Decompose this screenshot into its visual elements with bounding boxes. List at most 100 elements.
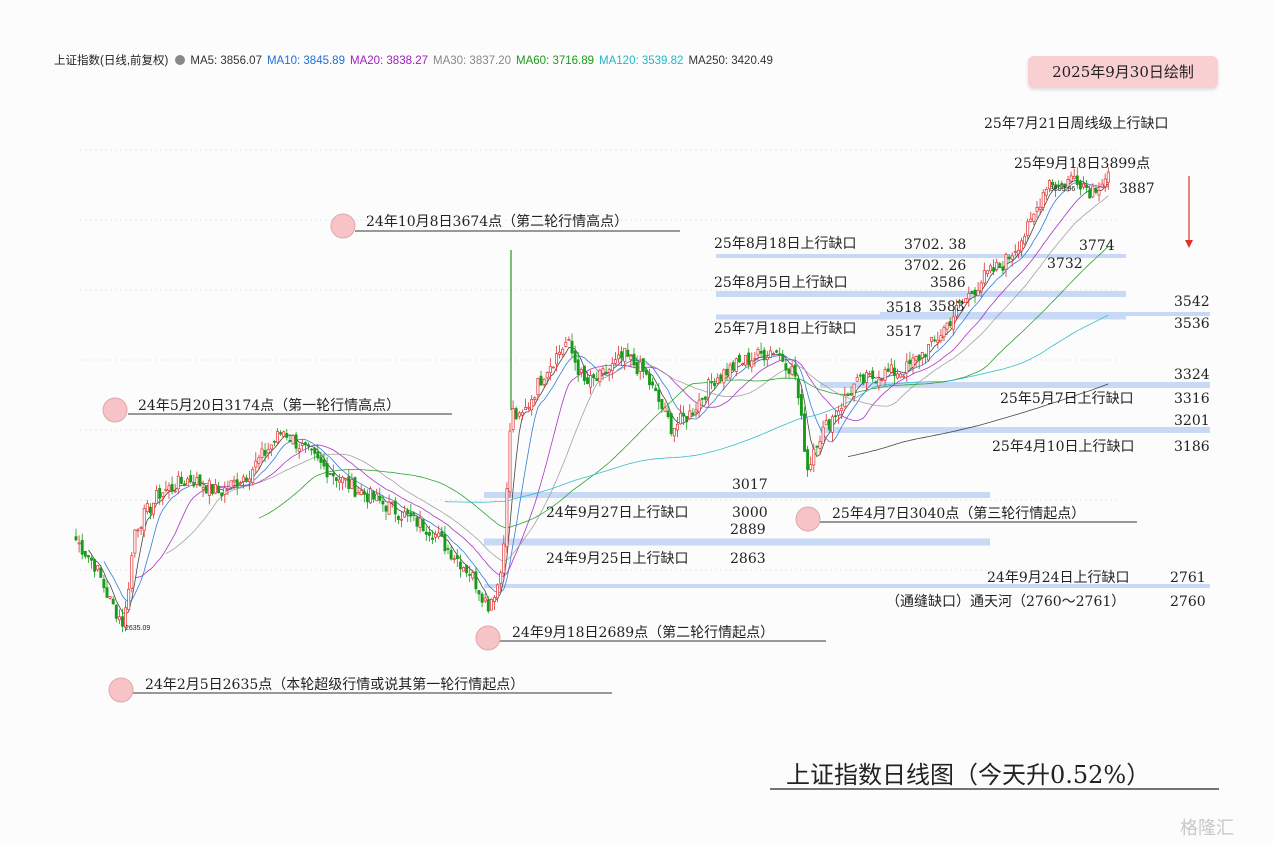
ma250-line bbox=[847, 383, 1109, 457]
candle-body bbox=[248, 478, 252, 483]
candle-body bbox=[496, 584, 500, 599]
gear-icon[interactable] bbox=[175, 55, 186, 65]
candle-body bbox=[923, 354, 927, 358]
candle-body bbox=[1038, 206, 1042, 210]
candle-body bbox=[976, 290, 980, 297]
candle-body bbox=[899, 373, 903, 378]
gap-band bbox=[716, 314, 1126, 320]
candle-body bbox=[173, 490, 177, 493]
candle-body bbox=[235, 479, 239, 487]
candle-body bbox=[375, 493, 379, 502]
candle-body bbox=[176, 475, 180, 490]
candle-body bbox=[269, 444, 273, 450]
candle-body bbox=[970, 291, 974, 295]
candle-body bbox=[1023, 236, 1027, 245]
candle-body bbox=[753, 358, 757, 360]
candle-body bbox=[837, 410, 841, 416]
candle-body bbox=[210, 484, 214, 494]
chart-title: 上证指数日线图（今天升0.52%） bbox=[786, 761, 1150, 789]
value-2761: 2761 bbox=[1170, 570, 1206, 586]
candle-body bbox=[86, 555, 90, 558]
value-3702-38: 3702. 38 bbox=[904, 237, 966, 253]
date-badge: 2025年9月30日绘制 bbox=[1028, 56, 1218, 88]
candle-body bbox=[874, 381, 878, 384]
candle-body bbox=[462, 567, 465, 572]
candle-body bbox=[744, 355, 748, 366]
candle-body bbox=[1054, 184, 1058, 189]
candle-body bbox=[601, 368, 605, 374]
candle-body bbox=[954, 305, 958, 317]
gap-band bbox=[716, 254, 1126, 258]
candle-body bbox=[378, 495, 382, 501]
candle-body bbox=[434, 534, 438, 538]
candle-body bbox=[570, 340, 574, 354]
candle-body bbox=[675, 423, 679, 431]
candle-body bbox=[133, 529, 137, 554]
candle-body bbox=[551, 366, 555, 369]
candle-body bbox=[251, 469, 255, 483]
candle-body bbox=[827, 419, 831, 430]
high-value-tag: 3899.96 bbox=[1050, 186, 1075, 193]
candle-body bbox=[90, 557, 93, 561]
candle-body bbox=[152, 502, 155, 515]
candle-body bbox=[548, 366, 552, 373]
candle-body bbox=[799, 394, 803, 416]
candle-body bbox=[136, 529, 140, 532]
gap-0718-label: 25年7月18日上行缺口 bbox=[714, 321, 857, 337]
candle-body bbox=[232, 479, 236, 483]
candle-body bbox=[768, 350, 772, 358]
candle-body bbox=[390, 501, 394, 504]
candle-body bbox=[669, 413, 673, 435]
candle-body bbox=[951, 316, 955, 330]
candle-body bbox=[217, 485, 221, 494]
candle-body bbox=[648, 373, 651, 386]
candle-body bbox=[201, 486, 205, 490]
candle-body bbox=[288, 440, 292, 442]
candle-body bbox=[303, 442, 307, 446]
candle-body bbox=[1060, 183, 1064, 185]
candle-body bbox=[195, 477, 199, 485]
candle-body bbox=[635, 361, 639, 375]
candle-body bbox=[666, 410, 670, 417]
candle-body bbox=[1072, 176, 1076, 179]
candle-body bbox=[728, 364, 732, 379]
candle-body bbox=[846, 394, 850, 397]
candle-body bbox=[331, 472, 335, 477]
candle-body bbox=[1103, 178, 1107, 187]
gap-0924-label: 24年9月24日上行缺口 bbox=[987, 570, 1130, 586]
candle-body bbox=[96, 564, 100, 571]
marker-dot bbox=[330, 213, 356, 239]
candle-body bbox=[961, 301, 965, 304]
candle-body bbox=[204, 485, 208, 494]
candle-body bbox=[421, 519, 425, 532]
candle-body bbox=[1094, 188, 1098, 193]
candle-body bbox=[418, 517, 422, 528]
candle-body bbox=[325, 463, 329, 478]
candle-body bbox=[902, 375, 906, 378]
value-3518: 3518 bbox=[886, 300, 922, 316]
candle-body bbox=[365, 493, 369, 503]
low-0918-label: 24年9月18日2689点（第二轮行情起点） bbox=[512, 624, 774, 641]
candle-body bbox=[313, 448, 317, 454]
candle-body bbox=[1013, 251, 1017, 253]
candle-body bbox=[245, 477, 248, 481]
candle-body bbox=[927, 344, 930, 361]
gap-0927-label: 24年9月27日上行缺口 bbox=[546, 505, 689, 521]
ma60-line bbox=[258, 246, 1109, 529]
candle-body bbox=[564, 342, 568, 347]
candle-body bbox=[713, 382, 717, 387]
candle-body bbox=[350, 478, 354, 489]
candle-body bbox=[607, 369, 611, 373]
candle-body bbox=[703, 396, 707, 400]
candle-body bbox=[381, 500, 385, 505]
candle-body bbox=[945, 322, 949, 330]
ma120-line bbox=[444, 314, 1109, 503]
candle-body bbox=[449, 549, 453, 560]
candle-body bbox=[1041, 192, 1045, 208]
gap-band bbox=[484, 584, 1210, 588]
candle-body bbox=[905, 361, 909, 374]
candle-body bbox=[803, 413, 806, 452]
candle-body bbox=[883, 369, 887, 381]
candle-body bbox=[77, 542, 81, 545]
candle-body bbox=[307, 444, 310, 447]
